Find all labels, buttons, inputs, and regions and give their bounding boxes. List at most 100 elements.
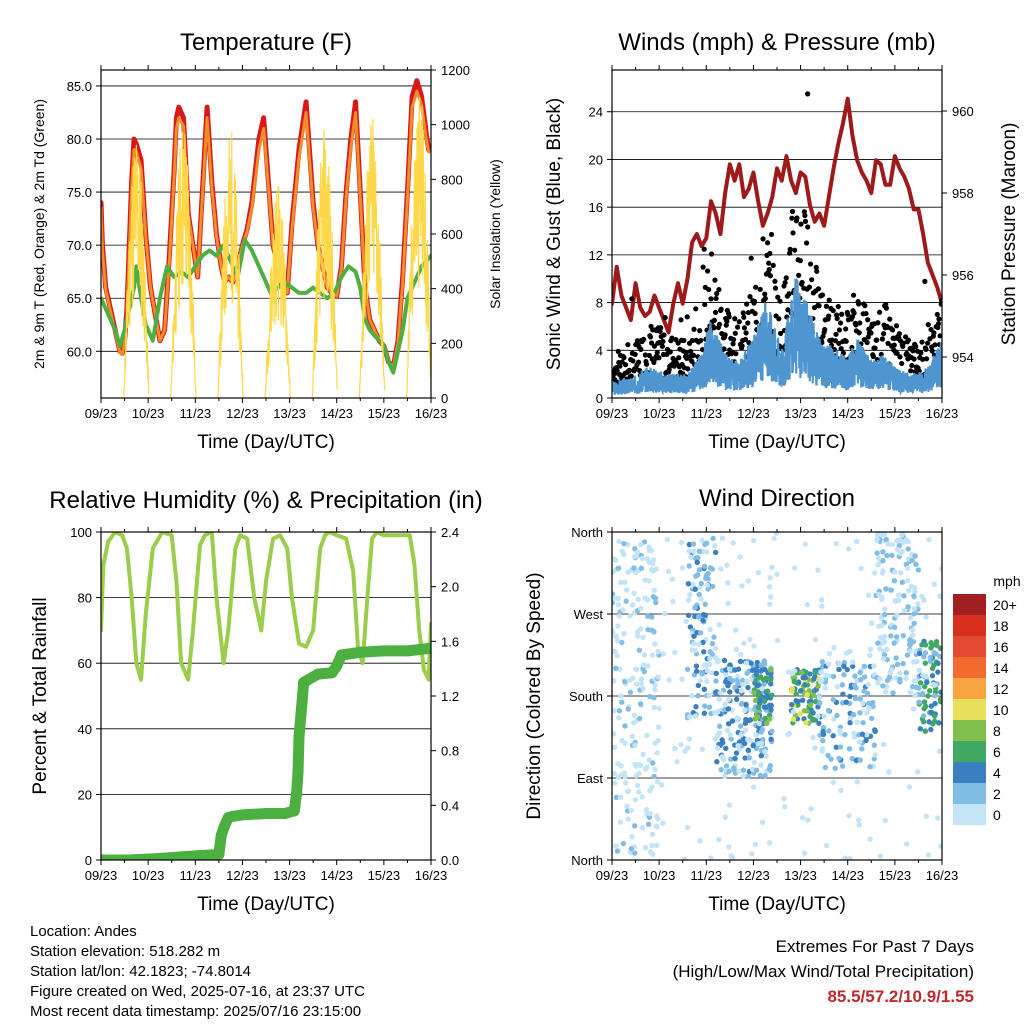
- direction-point: [847, 693, 853, 700]
- gust-point: [642, 352, 648, 358]
- direction-point: [640, 685, 646, 692]
- direction-point: [687, 592, 693, 598]
- direction-point: [707, 626, 713, 633]
- legend-label: 16: [993, 639, 1009, 655]
- direction-point: [825, 661, 832, 667]
- direction-point: [816, 695, 822, 701]
- gust-point: [723, 322, 729, 328]
- direction-point: [709, 583, 716, 590]
- gust-point: [730, 341, 736, 347]
- direction-point: [733, 696, 740, 703]
- gust-point: [798, 221, 804, 227]
- direction-point: [704, 678, 710, 684]
- direction-point: [891, 624, 898, 630]
- gust-point: [766, 266, 772, 273]
- direction-point: [703, 540, 710, 546]
- y-tick-label: 70.0: [67, 238, 92, 253]
- direction-point: [894, 546, 900, 553]
- gust-point: [872, 345, 878, 351]
- direction-point: [692, 605, 698, 611]
- gust-point: [721, 346, 727, 352]
- direction-point: [619, 548, 626, 555]
- direction-point: [928, 726, 934, 733]
- direction-point: [761, 698, 768, 704]
- x-tick-label: 14/23: [320, 868, 353, 883]
- direction-point: [745, 736, 751, 743]
- gust-point: [617, 363, 623, 369]
- gust-point: [713, 295, 719, 302]
- direction-point: [629, 834, 635, 840]
- gust-point: [772, 278, 778, 284]
- direction-point: [938, 566, 942, 572]
- direction-point: [758, 729, 765, 735]
- gust-point: [887, 316, 893, 322]
- direction-point: [653, 566, 659, 572]
- direction-point: [903, 675, 909, 682]
- x-tick-label: 12/23: [226, 868, 259, 883]
- direction-point: [857, 696, 863, 702]
- direction-point: [877, 634, 884, 641]
- precip-point: [219, 820, 231, 832]
- direction-point: [654, 824, 660, 830]
- direction-point: [915, 567, 922, 573]
- gust-point: [740, 310, 746, 316]
- direction-point: [768, 707, 774, 713]
- direction-point: [849, 755, 855, 762]
- gust-point: [767, 250, 773, 257]
- direction-point: [931, 713, 938, 719]
- direction-point: [909, 627, 916, 633]
- legend-swatch: [953, 615, 986, 636]
- direction-point: [766, 716, 773, 722]
- y-tick-label: 100: [70, 525, 92, 540]
- direction-point: [737, 723, 744, 729]
- gust-point: [743, 330, 749, 336]
- direction-point: [635, 629, 641, 635]
- direction-point: [882, 606, 888, 612]
- extremes-values: 85.5/57.2/10.9/1.55: [827, 987, 974, 1006]
- direction-point: [612, 591, 616, 597]
- gust-point: [918, 350, 924, 356]
- direction-point: [867, 764, 873, 770]
- x-tick-label: 14/23: [320, 406, 353, 421]
- direction-point: [872, 570, 878, 576]
- direction-point: [627, 613, 633, 619]
- gust-point: [853, 322, 859, 328]
- gust-point: [654, 350, 660, 356]
- gust-point: [936, 316, 942, 322]
- direction-point: [871, 742, 877, 748]
- direction-point: [819, 748, 825, 754]
- gust-point: [752, 310, 758, 317]
- gust-point: [801, 209, 807, 215]
- direction-point: [639, 794, 645, 800]
- direction-point: [846, 813, 852, 819]
- direction-point: [923, 614, 929, 620]
- direction-point: [714, 732, 721, 738]
- direction-point: [734, 677, 740, 684]
- direction-point: [800, 674, 806, 681]
- direction-point: [888, 633, 894, 639]
- direction-point: [689, 692, 695, 699]
- gust-point: [809, 277, 815, 283]
- gust-point: [891, 342, 897, 348]
- direction-point: [697, 678, 703, 684]
- direction-point: [616, 613, 622, 619]
- legend-swatch: [953, 636, 986, 657]
- direction-point: [738, 701, 745, 707]
- gust-point: [768, 231, 775, 238]
- gust-point: [883, 305, 889, 311]
- y-axis-label: Sonic Wind & Gust (Blue, Black): [544, 98, 565, 370]
- direction-point: [724, 727, 731, 734]
- gust-point: [894, 350, 900, 356]
- direction-point: [683, 618, 690, 625]
- direction-point: [840, 691, 846, 697]
- legend-swatch: [953, 741, 986, 762]
- direction-point: [886, 769, 892, 775]
- direction-point: [830, 696, 836, 703]
- direction-point: [624, 803, 630, 809]
- peak-gust-point: [805, 91, 811, 97]
- direction-point: [652, 595, 659, 601]
- gust-point: [851, 310, 857, 316]
- direction-point: [818, 669, 825, 675]
- direction-point: [921, 699, 928, 705]
- direction-point: [650, 760, 656, 766]
